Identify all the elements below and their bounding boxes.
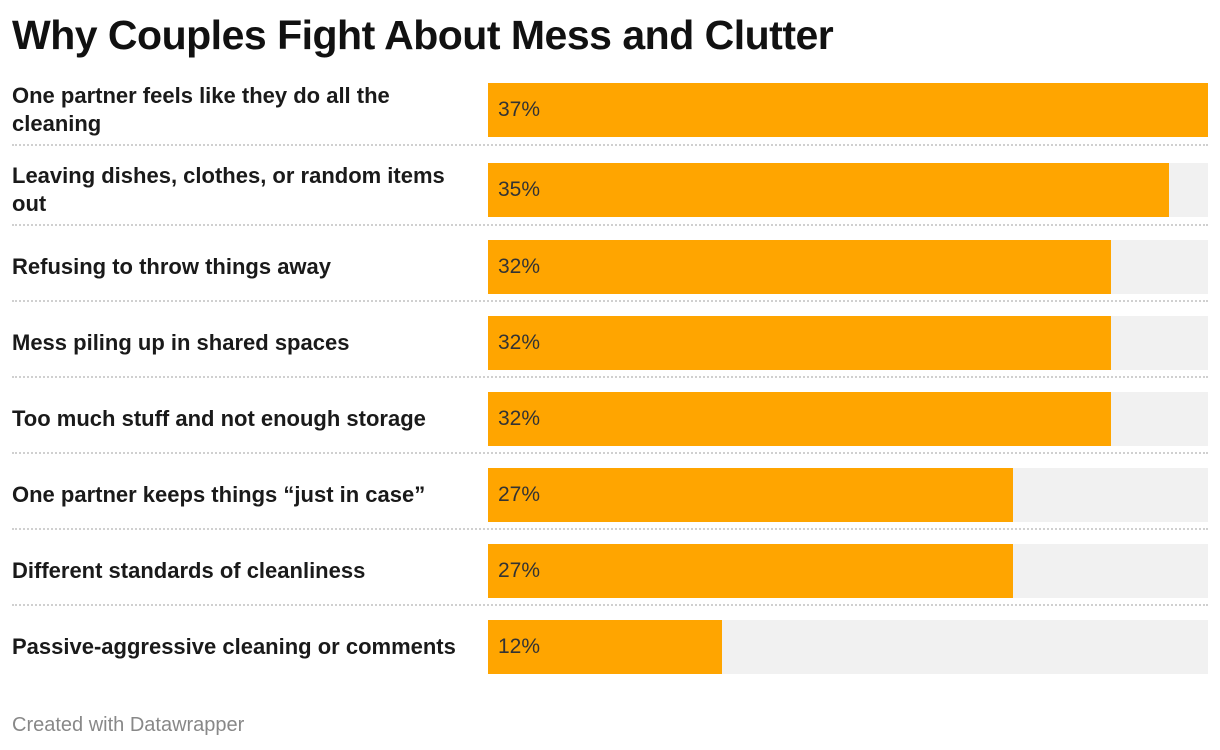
chart-title: Why Couples Fight About Mess and Clutter [12,12,834,58]
bar-track: 32% [488,392,1208,446]
category-label: Mess piling up in shared spaces [12,330,350,355]
bar-value-label: 27% [498,559,541,582]
bar-value-label: 27% [498,483,541,506]
category-label: Leaving dishes, clothes, or random items… [12,163,445,216]
datawrapper-credit: Created with Datawrapper [12,714,245,736]
bar-row: Different standards of cleanliness 27% [12,540,1208,602]
bar [488,240,1111,294]
bar-track: 32% [488,240,1208,294]
row-separator [12,528,1208,530]
row-separator [12,604,1208,606]
bar-row: Too much stuff and not enough storage 32% [12,388,1208,450]
bar-track: 35% [488,163,1208,217]
bar-row: Passive-aggressive cleaning or comments 1… [12,616,1208,678]
category-label: Passive-aggressive cleaning or comments [12,634,456,659]
row-separator [12,144,1208,146]
bar-value-label: 32% [498,407,541,430]
bar-track: 27% [488,544,1208,598]
bar [488,392,1111,446]
bar-track: 37% [488,83,1208,137]
row-separator [12,376,1208,378]
row-separator [12,224,1208,226]
bar [488,83,1208,137]
bar-value-label: 37% [498,98,541,121]
bar-track: 32% [488,316,1208,370]
bar-value-label: 32% [498,331,541,354]
bar-value-label: 12% [498,635,541,658]
bar-row: Leaving dishes, clothes, or random items… [12,158,1208,222]
category-label: Too much stuff and not enough storage [12,406,426,431]
bar [488,468,1013,522]
bar [488,544,1013,598]
bar-chart: One partner feels like they do all the c… [12,78,1208,678]
bar-row: Mess piling up in shared spaces 32% [12,312,1208,374]
bar-value-label: 35% [498,178,541,201]
row-separator [12,300,1208,302]
category-label: One partner keeps things “just in case” [12,482,426,507]
bar [488,620,722,674]
category-label: Different standards of cleanliness [12,558,366,583]
bar-row: Refusing to throw things away 32% [12,236,1208,298]
category-label: One partner feels like they do all the c… [12,83,390,136]
bar-track: 27% [488,468,1208,522]
bar [488,316,1111,370]
row-separator [12,452,1208,454]
bar-row: One partner keeps things “just in case” 2… [12,464,1208,526]
bar [488,163,1169,217]
bar-row: One partner feels like they do all the c… [12,78,1208,142]
bar-track: 12% [488,620,1208,674]
category-label: Refusing to throw things away [12,254,332,279]
bar-value-label: 32% [498,255,541,278]
